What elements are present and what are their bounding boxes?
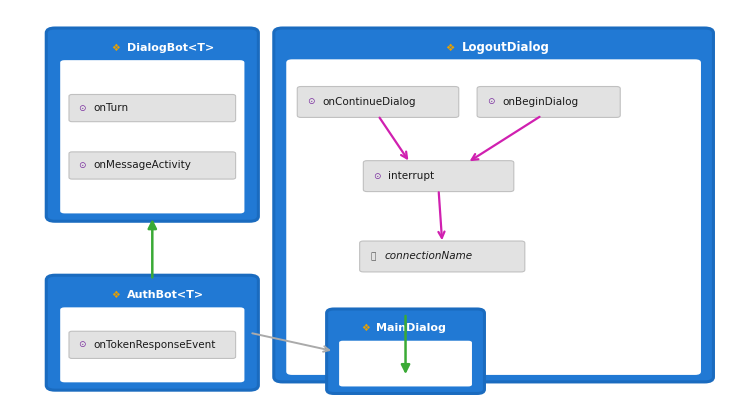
FancyBboxPatch shape bbox=[297, 87, 459, 117]
FancyBboxPatch shape bbox=[46, 28, 258, 221]
Text: MainDialog: MainDialog bbox=[376, 323, 446, 333]
Text: onTokenResponseEvent: onTokenResponseEvent bbox=[93, 340, 216, 350]
Text: connectionName: connectionName bbox=[385, 251, 473, 262]
Text: onTurn: onTurn bbox=[93, 103, 128, 113]
FancyBboxPatch shape bbox=[477, 87, 620, 117]
FancyBboxPatch shape bbox=[339, 341, 472, 386]
FancyBboxPatch shape bbox=[46, 275, 258, 390]
Text: onContinueDialog: onContinueDialog bbox=[322, 97, 415, 107]
Text: DialogBot<T>: DialogBot<T> bbox=[127, 43, 214, 53]
Text: ⊙: ⊙ bbox=[487, 98, 495, 106]
FancyBboxPatch shape bbox=[60, 60, 244, 213]
Text: ❖: ❖ bbox=[445, 43, 454, 53]
Text: AuthBot<T>: AuthBot<T> bbox=[127, 290, 204, 300]
FancyBboxPatch shape bbox=[69, 331, 236, 358]
Text: ❖: ❖ bbox=[361, 323, 369, 333]
Text: ⊙: ⊙ bbox=[374, 172, 381, 180]
FancyBboxPatch shape bbox=[286, 59, 701, 375]
FancyBboxPatch shape bbox=[327, 309, 484, 393]
Text: onBeginDialog: onBeginDialog bbox=[502, 97, 578, 107]
FancyBboxPatch shape bbox=[60, 307, 244, 382]
Text: interrupt: interrupt bbox=[388, 171, 435, 181]
Text: ❖: ❖ bbox=[112, 290, 120, 300]
Text: ❖: ❖ bbox=[112, 43, 120, 53]
FancyBboxPatch shape bbox=[69, 94, 236, 122]
Text: LogoutDialog: LogoutDialog bbox=[462, 41, 550, 54]
FancyBboxPatch shape bbox=[274, 28, 713, 382]
Text: ⊙: ⊙ bbox=[79, 340, 86, 349]
Text: ⊙: ⊙ bbox=[79, 103, 86, 112]
FancyBboxPatch shape bbox=[360, 241, 525, 272]
FancyBboxPatch shape bbox=[363, 161, 514, 192]
FancyBboxPatch shape bbox=[69, 152, 236, 179]
Text: ⊙: ⊙ bbox=[79, 161, 86, 170]
Text: ⛯: ⛯ bbox=[371, 252, 377, 261]
Text: ⊙: ⊙ bbox=[308, 98, 315, 106]
Text: onMessageActivity: onMessageActivity bbox=[93, 161, 191, 171]
